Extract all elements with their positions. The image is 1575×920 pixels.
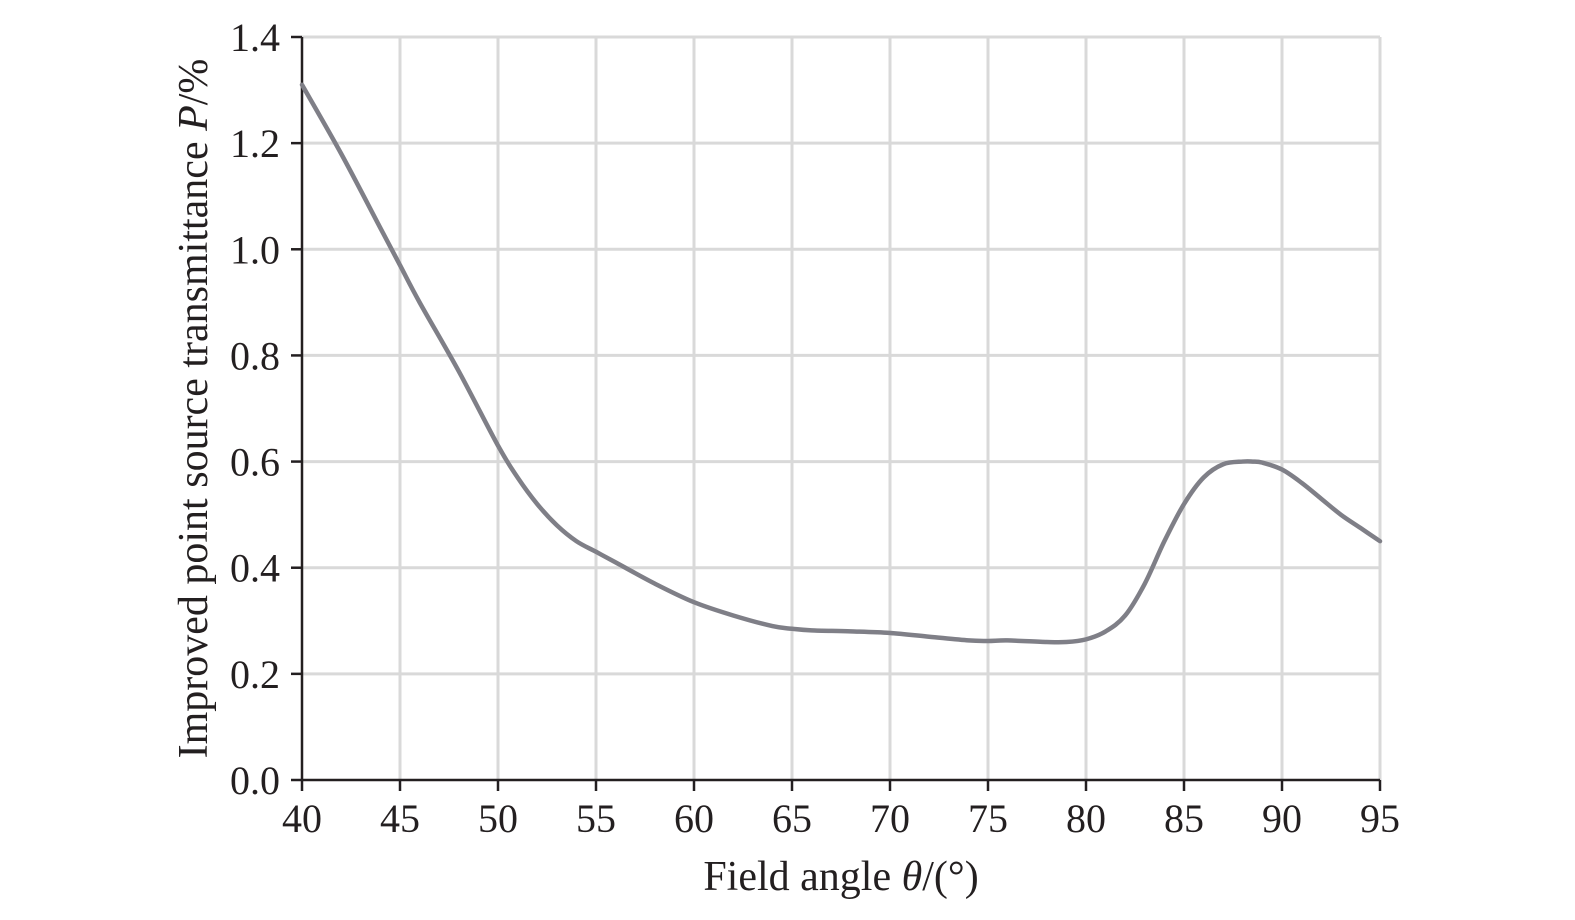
x-tick-label: 95 — [1360, 796, 1400, 841]
tick-labels: 40 45 50 55 60 65 70 75 80 85 90 95 0.0 0.2 0.4 0.6 0.8 1… — [230, 15, 1400, 841]
axes — [291, 35, 1382, 791]
y-axis-title-symbol: P — [171, 105, 217, 132]
x-axis-title: Field angle θ/(°) — [703, 854, 978, 900]
x-tick-label: 80 — [1066, 796, 1106, 841]
series-layer — [299, 82, 1383, 645]
gridlines — [302, 35, 1382, 780]
y-tick-label: 0.6 — [230, 440, 280, 485]
y-tick-label: 0.4 — [230, 546, 280, 591]
y-tick-label: 0.0 — [230, 758, 280, 803]
y-tick-label: 0.8 — [230, 333, 280, 378]
x-tick-label: 65 — [772, 796, 812, 841]
x-tick-label: 85 — [1164, 796, 1204, 841]
x-axis-title-symbol: θ — [902, 854, 923, 900]
y-tick-label: 0.2 — [230, 652, 280, 697]
x-axis-title-suffix: /(°) — [922, 854, 978, 900]
x-tick-label: 50 — [478, 796, 518, 841]
y-tick-label: 1.4 — [230, 15, 280, 60]
y-axis-title: Improved point source transmittance P/% — [171, 59, 217, 759]
y-axis-title-suffix: /% — [171, 59, 217, 106]
x-axis-title-prefix: Field angle — [703, 854, 901, 900]
x-tick-label: 40 — [282, 796, 322, 841]
y-axis-title-prefix: Improved point source transmittance — [171, 131, 217, 758]
series-line — [299, 82, 1383, 645]
x-tick-label: 60 — [674, 796, 714, 841]
x-tick-label: 75 — [968, 796, 1008, 841]
y-tick-label: 1.0 — [230, 227, 280, 272]
x-tick-label: 90 — [1262, 796, 1302, 841]
x-tick-label: 45 — [380, 796, 420, 841]
x-tick-label: 55 — [576, 796, 616, 841]
x-tick-label: 70 — [870, 796, 910, 841]
y-tick-label: 1.2 — [230, 121, 280, 166]
